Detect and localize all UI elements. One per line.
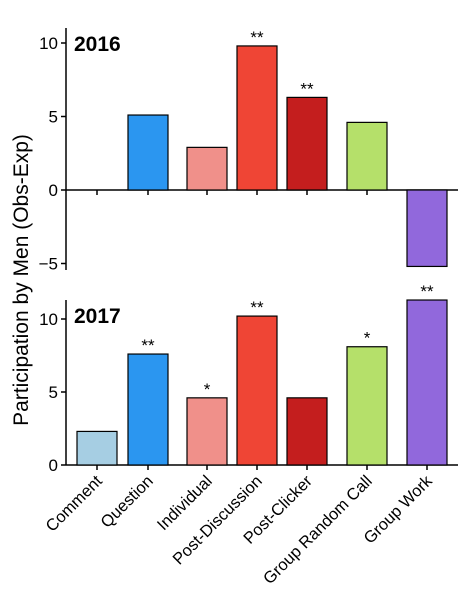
category-labels: CommentQuestionIndividualPost-Discussion… — [43, 472, 437, 588]
bar-question — [127, 353, 169, 466]
y-tick-label: 0 — [49, 181, 58, 200]
significance-label: * — [204, 380, 211, 399]
significance-label: ** — [250, 298, 264, 317]
x-tick-label: Question — [97, 472, 156, 531]
bar-group-random-call — [346, 121, 388, 191]
panel-title: 2017 — [74, 305, 121, 328]
y-tick-label: 5 — [49, 108, 58, 127]
y-axis-label: Participation by Men (Obs-Exp) — [10, 134, 33, 426]
significance-label: ** — [300, 79, 314, 98]
bar-post-clicker — [286, 397, 328, 466]
significance-label: ** — [420, 282, 434, 301]
x-tick-label: Post-Discussion — [169, 472, 265, 568]
y-tick-label: 5 — [49, 383, 58, 402]
panel-2016: −5 0 5 10 ** ** 2016 — [39, 28, 458, 274]
bar-post-discussion — [236, 45, 278, 191]
bar-group-random-call — [346, 346, 388, 466]
panel-title: 2016 — [74, 33, 121, 56]
significance-label: ** — [141, 336, 155, 355]
significance-label: ** — [250, 28, 264, 47]
y-tick-label: −5 — [39, 255, 58, 274]
x-tick-label: Group Random Call — [260, 472, 376, 588]
bar-post-discussion — [236, 315, 278, 466]
bar-group-work — [406, 189, 448, 268]
bar-individual — [186, 397, 228, 466]
bar-post-clicker — [286, 96, 328, 191]
x-tick-label: Comment — [43, 472, 107, 536]
bar-comment — [76, 430, 118, 466]
y-tick-label: 10 — [39, 310, 58, 329]
bar-individual — [186, 146, 228, 191]
bar-group-work — [406, 299, 448, 466]
y-tick-label: 10 — [39, 34, 58, 53]
significance-label: * — [364, 329, 371, 348]
y-tick-label: 0 — [49, 456, 58, 475]
bar-question — [127, 114, 169, 191]
